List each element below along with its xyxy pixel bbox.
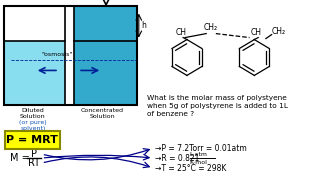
Text: →T = 25°C = 298K: →T = 25°C = 298K [155,164,227,173]
Text: "osmosis": "osmosis" [41,53,73,57]
Text: P = MRT: P = MRT [6,135,58,145]
Text: CH₂: CH₂ [272,27,286,36]
FancyBboxPatch shape [5,131,60,149]
Text: P: P [31,149,37,159]
Text: Solution: Solution [89,114,115,119]
Text: CH: CH [175,28,186,37]
Text: h: h [142,21,147,30]
Text: CH: CH [251,28,261,37]
Bar [65,40,74,104]
Text: L·atm: L·atm [190,152,208,157]
Text: RT: RT [28,158,40,168]
Bar [4,6,137,105]
Text: (or pure): (or pure) [19,120,47,125]
Text: solvent): solvent) [20,126,45,131]
Text: CH₂: CH₂ [204,23,218,32]
Text: when 5g of polystyrene is added to 1L: when 5g of polystyrene is added to 1L [148,103,288,109]
Bar [4,6,137,105]
Bar [5,40,65,104]
Text: Solution: Solution [20,114,46,119]
Text: K·mol: K·mol [190,160,208,165]
Text: Diluted: Diluted [21,108,44,113]
Text: M =: M = [10,153,29,163]
Bar [74,7,136,104]
Text: →R = 0.821: →R = 0.821 [155,154,200,163]
Text: What is the molar mass of polystyene: What is the molar mass of polystyene [148,95,287,101]
Text: Concentrated: Concentrated [81,108,124,113]
Text: →P = 7.2Torr = 0.01atm: →P = 7.2Torr = 0.01atm [155,144,247,153]
Text: of benzene ?: of benzene ? [148,111,195,117]
